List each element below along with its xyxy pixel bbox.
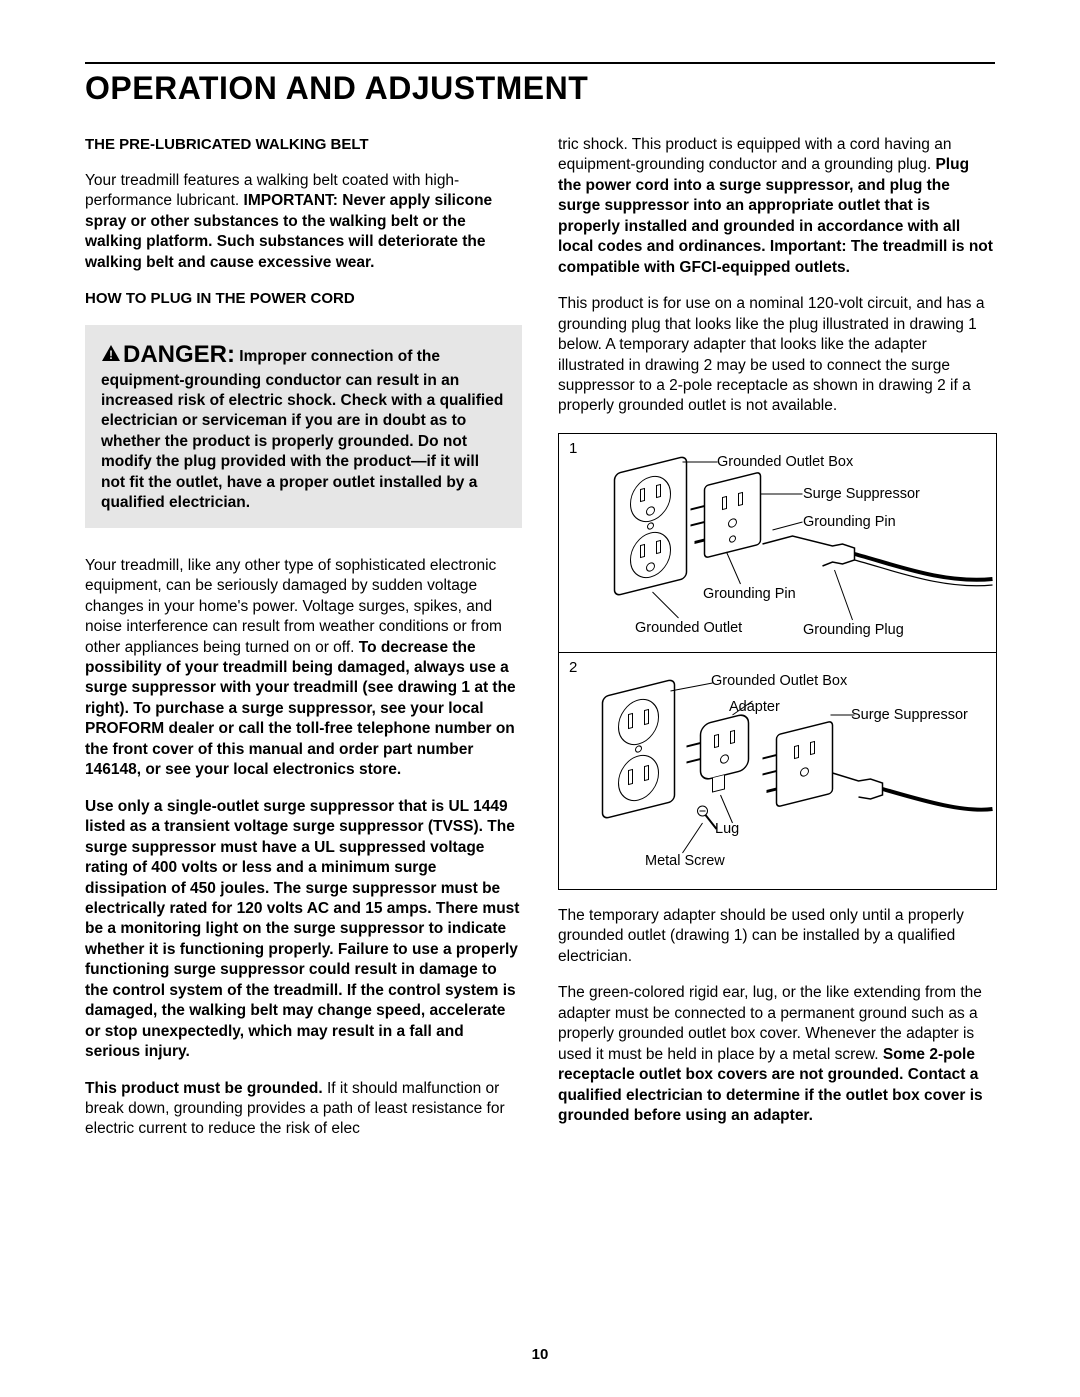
right-p1-a: tric shock. This product is equipped wit… — [558, 136, 951, 173]
diagram-panel-2: 2 — [559, 653, 996, 889]
plug-heading: HOW TO PLUG IN THE POWER CORD — [85, 289, 522, 309]
danger-box: ! DANGER: Improper connection of the equ… — [85, 325, 522, 528]
d1-gplug-label: Grounding Plug — [803, 622, 904, 638]
d2-lug-label: Lug — [715, 821, 739, 837]
right-column: tric shock. This product is equipped wit… — [558, 135, 995, 1140]
d2-surge-label: Surge Suppressor — [851, 707, 968, 723]
right-p3: The temporary adapter should be used onl… — [558, 906, 995, 967]
belt-heading: THE PRE-LUBRICATED WALKING BELT — [85, 135, 522, 155]
surge-paragraph-1: Your treadmill, like any other type of s… — [85, 556, 522, 781]
d1-gpin2-label: Grounding Pin — [703, 586, 796, 602]
grounding-lead: This product must be grounded. — [85, 1080, 323, 1097]
danger-word: DANGER: — [123, 341, 235, 368]
right-p2: This product is for use on a nominal 120… — [558, 294, 995, 417]
belt-paragraph: Your treadmill features a walking belt c… — [85, 171, 522, 273]
grounding-paragraph: This product must be grounded. If it sho… — [85, 1079, 522, 1140]
d1-gpin1-label: Grounding Pin — [803, 514, 896, 530]
d1-outlet-label: Grounded Outlet — [635, 620, 742, 636]
warning-icon: ! — [101, 344, 121, 368]
diagram-box: 1 — [558, 433, 997, 890]
d2-screw-label: Metal Screw — [645, 853, 725, 869]
d1-surge-label: Surge Suppressor — [803, 486, 920, 502]
surge-spec-paragraph: Use only a single-outlet surge suppresso… — [85, 797, 522, 1063]
page-number: 10 — [0, 1346, 1080, 1363]
right-p1-b: Plug the power cord into a surge suppres… — [558, 156, 993, 275]
surge-p1-b: To decrease the possibility of your trea… — [85, 639, 516, 779]
diagram-panel-1: 1 — [559, 434, 996, 653]
d2-outlet-box-label: Grounded Outlet Box — [711, 673, 847, 689]
top-rule — [85, 62, 995, 64]
d2-adapter-label: Adapter — [729, 699, 780, 715]
svg-text:!: ! — [109, 348, 113, 362]
danger-body: Improper connection of the equipment-gro… — [101, 348, 503, 511]
right-p1: tric shock. This product is equipped wit… — [558, 135, 995, 278]
left-column: THE PRE-LUBRICATED WALKING BELT Your tre… — [85, 135, 522, 1140]
d1-outlet-box-label: Grounded Outlet Box — [717, 454, 853, 470]
page-title: OPERATION AND ADJUSTMENT — [85, 70, 995, 107]
right-p4: The green-colored rigid ear, lug, or the… — [558, 983, 995, 1126]
